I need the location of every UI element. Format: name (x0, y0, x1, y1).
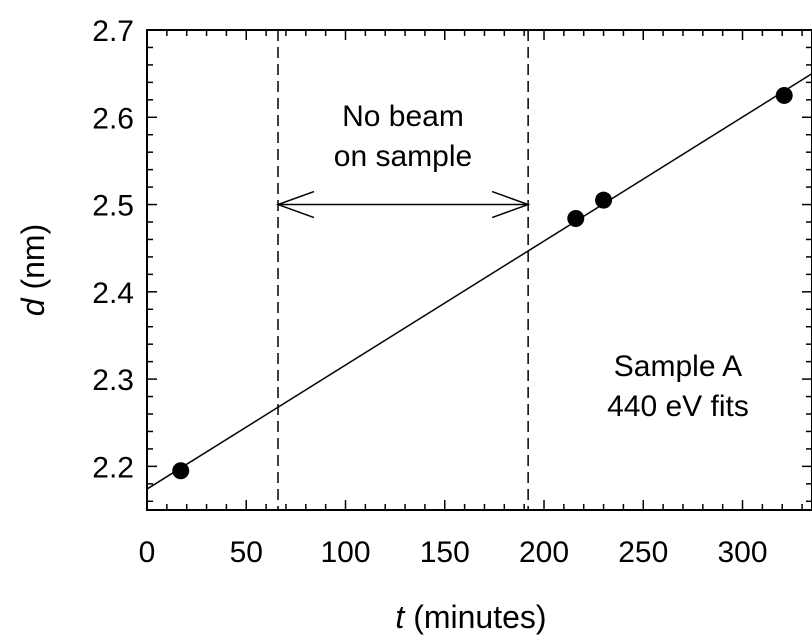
y-tick-label: 2.2 (92, 451, 134, 484)
x-axis-label: t (minutes) (395, 599, 546, 635)
x-tick-label: 200 (519, 536, 569, 569)
plot-frame (146, 29, 812, 511)
data-point (595, 191, 613, 209)
y-tick-label: 2.3 (92, 364, 134, 397)
annotation-sample-line2: 440 eV fits (607, 390, 749, 423)
y-axis-label: d (nm) (15, 224, 51, 316)
y-axis-unit: (nm) (15, 224, 51, 299)
no-beam-interval (275, 30, 531, 510)
x-tick-label: 150 (420, 536, 470, 569)
y-tick-label: 2.7 (92, 15, 134, 48)
fit-line (146, 73, 812, 490)
arrowhead-right (491, 190, 531, 219)
arrowhead-left (275, 190, 315, 219)
x-tick-label: 300 (717, 536, 767, 569)
y-axis-variable: d (15, 297, 51, 316)
y-tick-label: 2.6 (92, 102, 134, 135)
x-axis-unit: (minutes) (404, 599, 546, 635)
annotation-no-beam-line1: No beam (342, 100, 464, 133)
tick-labels: 0 50 100 150 200 250 300 2.2 2.3 2.4 2.5 2.6 2.7 (92, 15, 767, 569)
data-point (567, 210, 585, 228)
annotation-no-beam-line2: on sample (334, 140, 472, 173)
x-tick-label: 100 (320, 536, 370, 569)
annotation-sample-line1: Sample A (614, 350, 742, 383)
y-tick-label: 2.4 (92, 277, 134, 310)
data-point (172, 462, 190, 480)
x-tick-label: 50 (230, 536, 263, 569)
x-tick-label: 0 (139, 536, 156, 569)
y-tick-label: 2.5 (92, 190, 134, 223)
data-point (775, 86, 793, 104)
data-points (172, 86, 793, 480)
x-tick-label: 250 (618, 536, 668, 569)
x-axis-variable: t (395, 599, 405, 635)
axis-ticks (146, 29, 812, 510)
